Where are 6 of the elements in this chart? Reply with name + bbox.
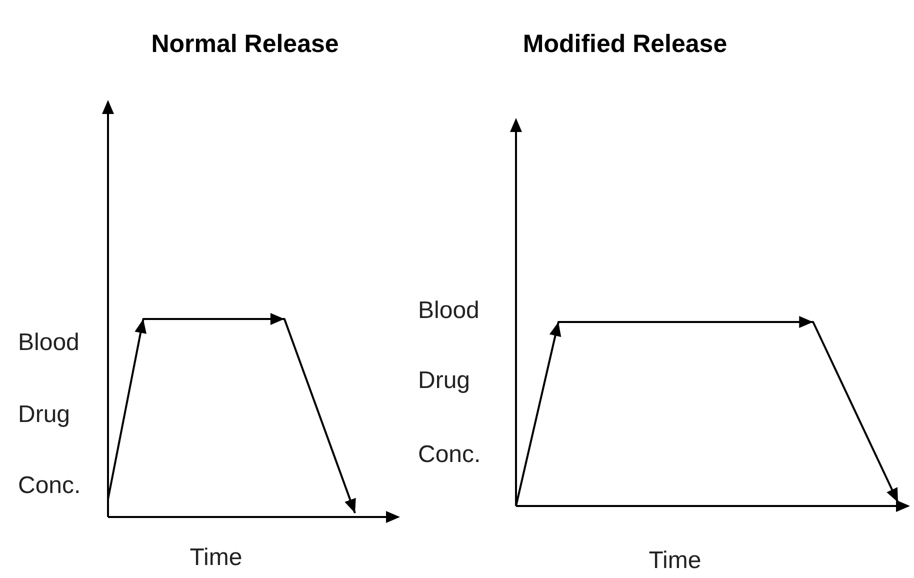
x-axis-title: Time bbox=[190, 544, 242, 571]
x-axis-title: Time bbox=[648, 547, 702, 574]
chart-title: Normal Release bbox=[151, 30, 339, 58]
chart-title: Modified Release bbox=[522, 30, 728, 58]
text: Blood Drug Conc. bbox=[418, 297, 481, 468]
text: Blood Drug Conc. bbox=[18, 329, 81, 499]
